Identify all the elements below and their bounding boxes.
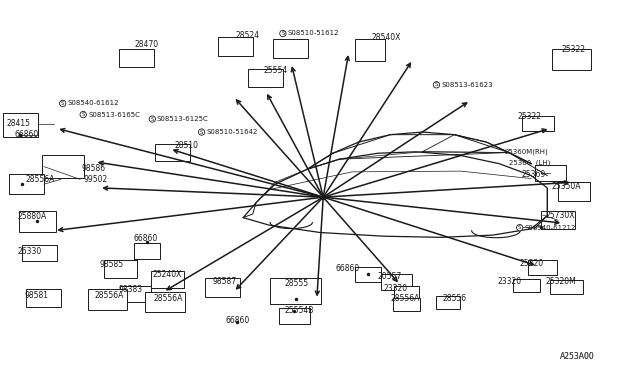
Text: S: S: [435, 82, 438, 87]
Bar: [218, 37, 253, 56]
Bar: [550, 280, 583, 294]
Text: S: S: [200, 129, 204, 135]
Bar: [156, 144, 191, 161]
Bar: [120, 286, 151, 302]
Bar: [558, 182, 590, 201]
Text: 25322: 25322: [562, 45, 586, 54]
Text: 28510: 28510: [174, 141, 198, 150]
Text: 28556A: 28556A: [154, 294, 183, 303]
Bar: [381, 274, 412, 290]
Text: 25730X: 25730X: [545, 211, 575, 219]
Text: 28555: 28555: [285, 279, 309, 288]
Bar: [19, 211, 56, 232]
Bar: [205, 278, 240, 297]
Bar: [42, 155, 84, 178]
Text: 66860: 66860: [133, 234, 157, 243]
Text: 98587: 98587: [212, 278, 237, 286]
Text: 28524: 28524: [236, 31, 260, 40]
Bar: [248, 69, 283, 87]
Bar: [134, 243, 160, 260]
Text: 28556A: 28556A: [26, 175, 55, 184]
Bar: [151, 272, 184, 288]
Text: 28556A: 28556A: [95, 291, 124, 300]
Text: 26330: 26330: [18, 247, 42, 256]
Text: 25320: 25320: [520, 259, 544, 268]
Text: S08540-61212: S08540-61212: [525, 225, 576, 231]
Text: 99502: 99502: [83, 175, 108, 184]
Bar: [22, 245, 58, 261]
Text: 66860: 66860: [14, 130, 38, 139]
Text: 28540X: 28540X: [371, 33, 401, 42]
Text: 25360M(RH): 25360M(RH): [504, 148, 548, 155]
Text: S08510-51642: S08510-51642: [206, 129, 257, 135]
Text: S08510-51612: S08510-51612: [288, 31, 339, 36]
Text: 25554: 25554: [264, 66, 288, 75]
Bar: [394, 286, 419, 300]
Bar: [26, 289, 61, 307]
Text: 98585: 98585: [99, 260, 124, 269]
Text: S: S: [281, 31, 285, 36]
Text: 20557: 20557: [378, 272, 402, 280]
Text: 28556A: 28556A: [390, 294, 420, 303]
Text: 28415: 28415: [6, 119, 31, 128]
Text: 66860: 66860: [225, 316, 250, 325]
Text: 25880A: 25880A: [18, 212, 47, 221]
Bar: [145, 292, 185, 312]
Text: 25240X: 25240X: [152, 270, 182, 279]
Text: S: S: [150, 116, 154, 122]
Text: 25554B: 25554B: [285, 306, 314, 315]
Text: 25369: 25369: [522, 170, 546, 179]
Bar: [552, 49, 591, 70]
Text: 28470: 28470: [134, 40, 159, 49]
Text: A253A00: A253A00: [560, 352, 595, 361]
Bar: [279, 308, 310, 324]
Text: S: S: [518, 225, 522, 230]
Text: 98581: 98581: [24, 291, 49, 300]
Text: S08513-6165C: S08513-6165C: [88, 112, 140, 118]
Bar: [436, 295, 460, 309]
Bar: [535, 164, 566, 181]
Bar: [355, 267, 381, 282]
Bar: [270, 278, 321, 304]
Text: S: S: [81, 112, 85, 117]
Bar: [104, 260, 137, 278]
Text: 25320M: 25320M: [545, 278, 576, 286]
Text: 23320: 23320: [498, 278, 522, 286]
Text: S: S: [61, 101, 65, 106]
Bar: [10, 174, 45, 194]
Text: 25322: 25322: [517, 112, 541, 121]
Bar: [355, 39, 385, 61]
Text: S08540-61612: S08540-61612: [67, 100, 118, 106]
Bar: [529, 260, 557, 275]
Bar: [88, 289, 127, 310]
Text: 23320: 23320: [384, 284, 408, 293]
Text: A253A00: A253A00: [560, 352, 595, 361]
Text: S08513-61623: S08513-61623: [442, 82, 493, 88]
Text: 66860: 66860: [336, 264, 360, 273]
Bar: [522, 116, 554, 131]
Bar: [393, 298, 420, 311]
Text: 98383: 98383: [118, 285, 143, 294]
Bar: [273, 39, 308, 58]
Text: S08513-6125C: S08513-6125C: [157, 116, 209, 122]
Text: 25360  (LH): 25360 (LH): [509, 160, 550, 166]
Text: 28556: 28556: [443, 294, 467, 303]
Text: 25350A: 25350A: [552, 182, 581, 191]
Text: 98586: 98586: [82, 164, 106, 173]
Bar: [541, 211, 575, 229]
Bar: [513, 279, 540, 292]
Bar: [119, 49, 154, 67]
Bar: [3, 112, 38, 137]
